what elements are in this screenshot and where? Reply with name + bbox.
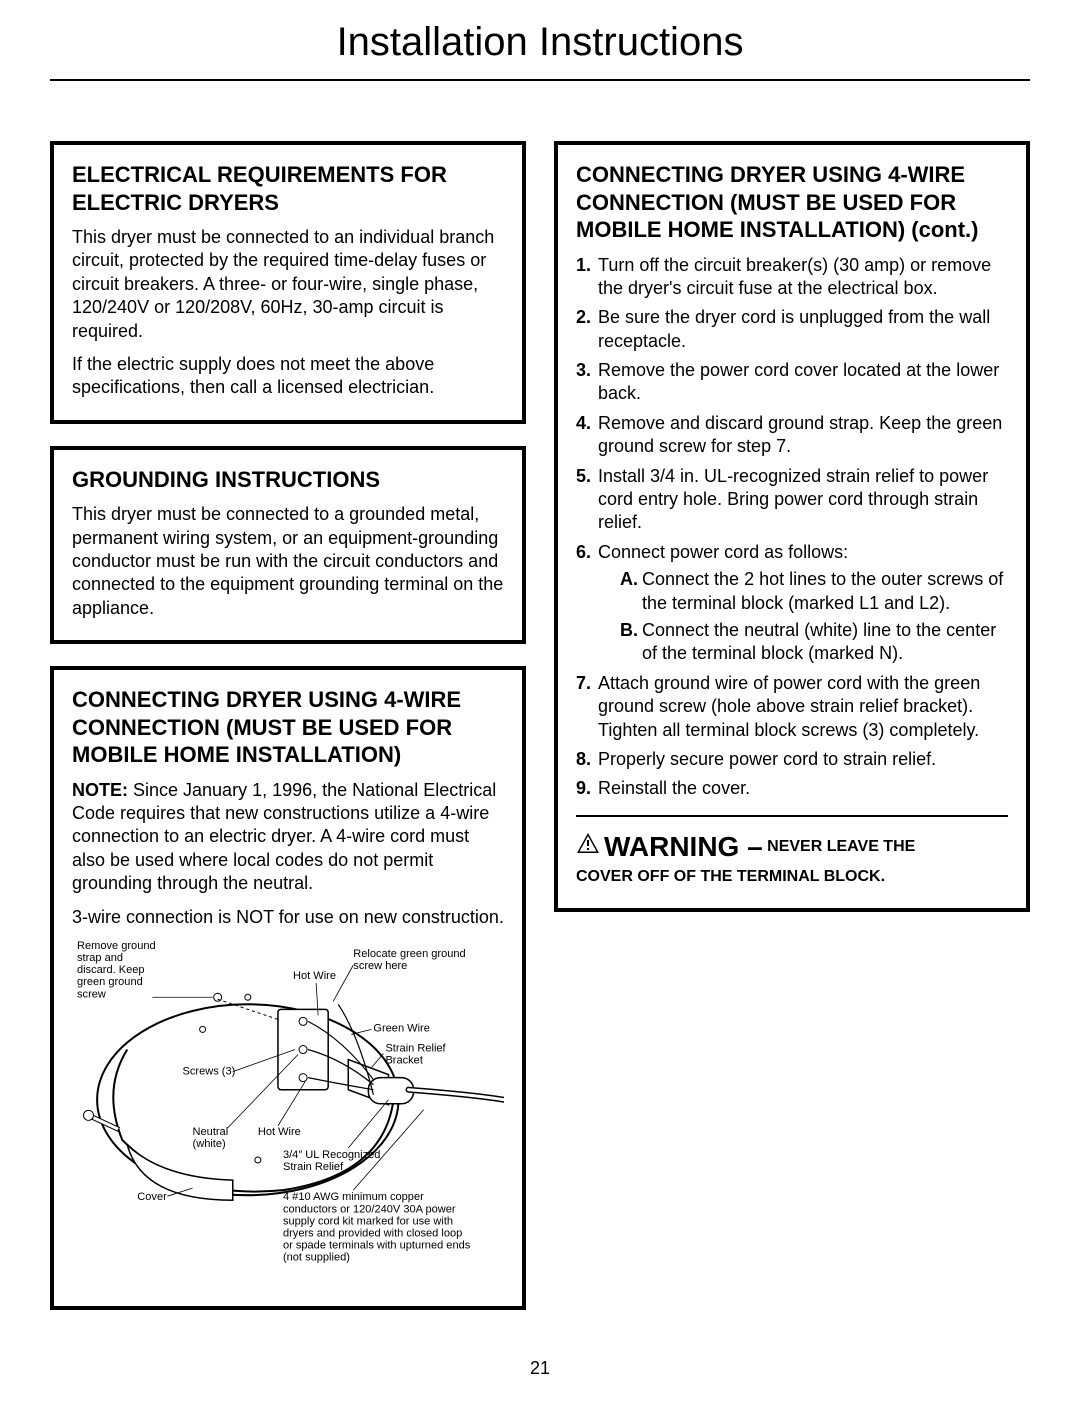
electrical-req-p1: This dryer must be connected to an indiv… xyxy=(72,226,504,343)
step-8: Properly secure power cord to strain rel… xyxy=(576,748,1008,771)
step-4: Remove and discard ground strap. Keep th… xyxy=(576,412,1008,459)
electrical-requirements-heading: ELECTRICAL REQUIREMENTS FOR ELECTRIC DRY… xyxy=(72,161,504,216)
step-6-sublist: A.Connect the 2 hot lines to the outer s… xyxy=(598,568,1008,666)
label-hotwire-top: Hot Wire xyxy=(293,970,336,982)
left-column: ELECTRICAL REQUIREMENTS FOR ELECTRIC DRY… xyxy=(50,141,526,1310)
electrical-req-p2: If the electric supply does not meet the… xyxy=(72,353,504,400)
grounding-heading: GROUNDING INSTRUCTIONS xyxy=(72,466,504,494)
page-title: Installation Instructions xyxy=(50,20,1030,81)
step-3: Remove the power cord cover located at t… xyxy=(576,359,1008,406)
wiring-diagram: Remove ground strap and discard. Keep gr… xyxy=(72,939,504,1286)
connecting-4wire-heading: CONNECTING DRYER USING 4-WIRE CONNECTION… xyxy=(72,686,504,769)
steps-list: Turn off the circuit breaker(s) (30 amp)… xyxy=(576,254,1008,801)
step-1: Turn off the circuit breaker(s) (30 amp)… xyxy=(576,254,1008,301)
grounding-instructions-box: GROUNDING INSTRUCTIONS This dryer must b… xyxy=(50,446,526,644)
label-strain-relief-34: 3/4″ UL Recognized Strain Relief xyxy=(283,1149,384,1173)
wiring-diagram-svg: Remove ground strap and discard. Keep gr… xyxy=(72,939,504,1281)
connecting-p2: 3-wire connection is NOT for use on new … xyxy=(72,906,504,929)
connecting-cont-heading: CONNECTING DRYER USING 4-WIRE CONNECTION… xyxy=(576,161,1008,244)
label-green-wire: Green Wire xyxy=(373,1022,429,1034)
warning-block: WARNING – NEVER LEAVE THE COVER OFF OF T… xyxy=(576,827,1008,889)
connecting-note: NOTE: Since January 1, 1996, the Nationa… xyxy=(72,779,504,896)
step-6: Connect power cord as follows: A.Connect… xyxy=(576,541,1008,666)
step-7: Attach ground wire of power cord with th… xyxy=(576,672,1008,742)
step-6a-text: Connect the 2 hot lines to the outer scr… xyxy=(642,569,1003,612)
label-hotwire-bottom: Hot Wire xyxy=(258,1126,301,1138)
page-number: 21 xyxy=(50,1358,1030,1379)
label-conductor-note: 4 #10 AWG minimum copper conductors or 1… xyxy=(283,1191,473,1263)
step-6a: A.Connect the 2 hot lines to the outer s… xyxy=(620,568,1008,615)
step-5: Install 3/4 in. UL-recognized strain rel… xyxy=(576,465,1008,535)
step-6b-text: Connect the neutral (white) line to the … xyxy=(642,620,996,663)
step-2: Be sure the dryer cord is unplugged from… xyxy=(576,306,1008,353)
warning-big: WARNING – xyxy=(604,831,763,862)
label-relocate: Relocate green ground screw here xyxy=(353,948,468,972)
step-6-text: Connect power cord as follows: xyxy=(598,542,848,562)
content-columns: ELECTRICAL REQUIREMENTS FOR ELECTRIC DRY… xyxy=(50,141,1030,1310)
label-strain-bracket: Strain Relief Bracket xyxy=(385,1043,448,1067)
step-9: Reinstall the cover. xyxy=(576,777,1008,800)
warning-rest2: COVER OFF OF THE TERMINAL BLOCK. xyxy=(576,868,885,885)
step-6b: B.Connect the neutral (white) line to th… xyxy=(620,619,1008,666)
warning-rest1: NEVER LEAVE THE xyxy=(763,838,916,855)
connecting-4wire-box: CONNECTING DRYER USING 4-WIRE CONNECTION… xyxy=(50,666,526,1309)
label-screws3: Screws (3) xyxy=(183,1066,236,1078)
label-neutral: Neutral (white) xyxy=(193,1126,232,1150)
label-cover: Cover xyxy=(137,1191,167,1203)
note-text: Since January 1, 1996, the National Elec… xyxy=(72,780,496,894)
note-label: NOTE: xyxy=(72,780,128,800)
electrical-requirements-box: ELECTRICAL REQUIREMENTS FOR ELECTRIC DRY… xyxy=(50,141,526,424)
right-column: CONNECTING DRYER USING 4-WIRE CONNECTION… xyxy=(554,141,1030,1310)
label-remove-ground: Remove ground strap and discard. Keep gr… xyxy=(77,940,159,1000)
grounding-p1: This dryer must be connected to a ground… xyxy=(72,503,504,620)
warning-icon xyxy=(576,832,600,861)
connecting-4wire-cont-box: CONNECTING DRYER USING 4-WIRE CONNECTION… xyxy=(554,141,1030,912)
